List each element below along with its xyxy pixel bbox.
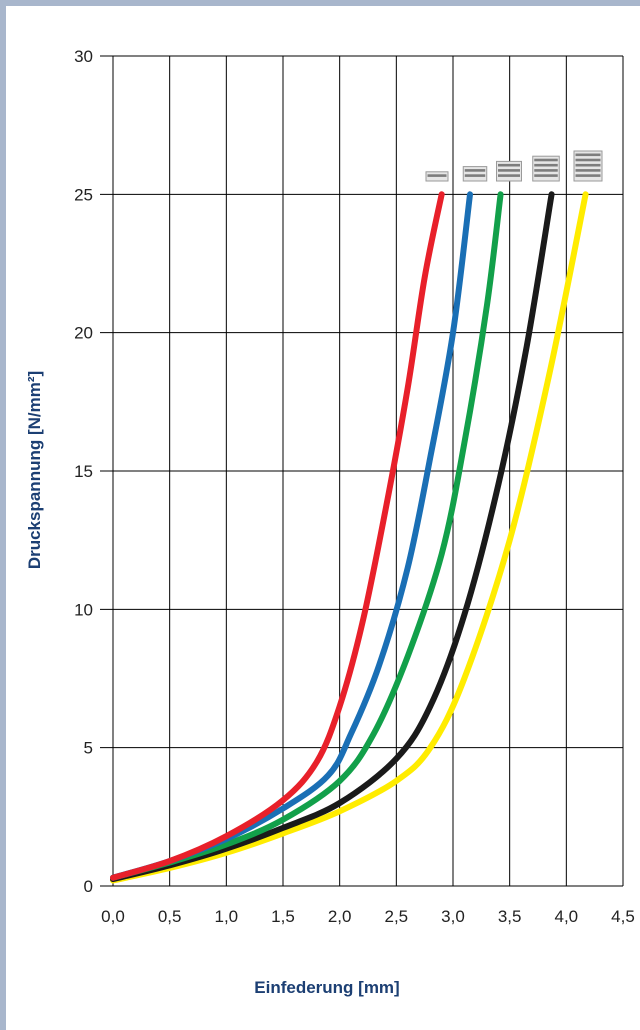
y-tick-label: 25 bbox=[74, 185, 93, 204]
x-tick-label: 3,0 bbox=[441, 907, 465, 926]
y-tick-label: 10 bbox=[74, 600, 93, 619]
x-tick-label: 3,5 bbox=[498, 907, 522, 926]
bearing-layers-icon bbox=[496, 160, 522, 182]
y-tick-label: 15 bbox=[74, 462, 93, 481]
series-line bbox=[110, 191, 589, 884]
bearing-layers-icon bbox=[462, 166, 488, 182]
x-tick-label: 2,5 bbox=[385, 907, 409, 926]
series-line bbox=[110, 191, 504, 881]
x-tick-label: 4,5 bbox=[611, 907, 635, 926]
x-tick-label: 0,5 bbox=[158, 907, 182, 926]
x-tick-label: 1,0 bbox=[215, 907, 239, 926]
bearing-layers-icon bbox=[425, 171, 449, 182]
y-tick-label: 5 bbox=[84, 739, 93, 758]
series-line bbox=[110, 191, 555, 883]
x-tick-label: 2,0 bbox=[328, 907, 352, 926]
x-tick-label: 1,5 bbox=[271, 907, 295, 926]
x-tick-label: 0,0 bbox=[101, 907, 125, 926]
x-tick-label: 4,0 bbox=[555, 907, 579, 926]
y-tick-label: 30 bbox=[74, 47, 93, 66]
series-line bbox=[110, 191, 473, 881]
x-axis-title: Einfederung [mm] bbox=[254, 978, 399, 997]
y-tick-label: 0 bbox=[84, 877, 93, 896]
bearing-layers-icon bbox=[573, 150, 603, 182]
series-line bbox=[110, 191, 445, 881]
bearing-layers-icon bbox=[532, 155, 560, 182]
y-axis-title: Druckspannung [N/mm²] bbox=[25, 371, 44, 569]
y-tick-label: 20 bbox=[74, 324, 93, 343]
